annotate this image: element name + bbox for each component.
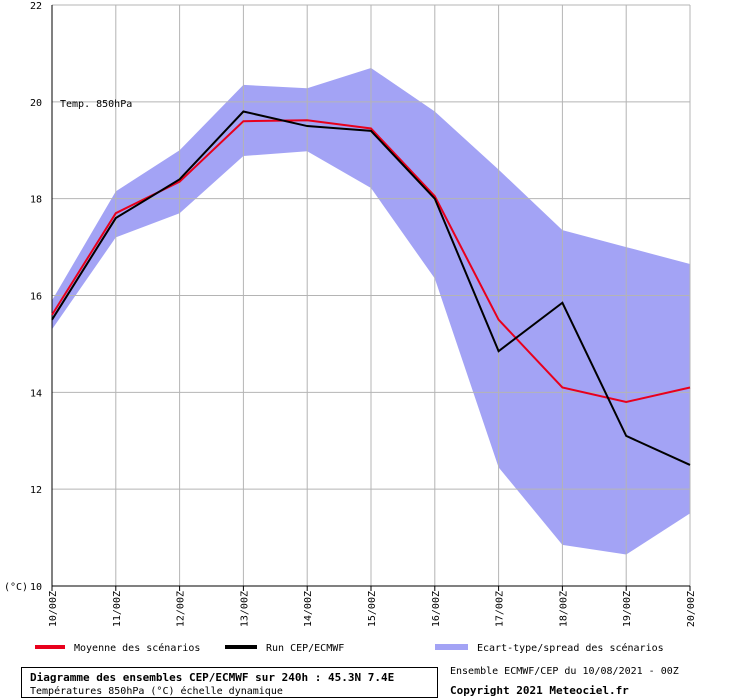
- footer-title: Diagramme des ensembles CEP/ECMWF sur 24…: [30, 671, 395, 684]
- series-lines-layer: [51, 110, 691, 466]
- x-tick-label: 20/00Z: [686, 591, 697, 627]
- y-tick-label: 14: [30, 388, 42, 399]
- x-tick-label: 12/00Z: [176, 591, 187, 627]
- footer-subtitle: Températures 850hPa (°C) échelle dynamiq…: [30, 686, 283, 697]
- x-tick-label: 18/00Z: [558, 591, 569, 627]
- y-axis-unit-label: (°C): [4, 582, 28, 593]
- footer-title-box: Diagramme des ensembles CEP/ECMWF sur 24…: [21, 667, 438, 698]
- y-tick-label: 12: [30, 485, 42, 496]
- footer-run-info: Ensemble ECMWF/CEP du 10/08/2021 - 00Z: [450, 666, 679, 677]
- series-line: [51, 110, 691, 466]
- y-tick-label: 22: [30, 1, 42, 12]
- x-tick-labels: 10/00Z 11/00Z 12/00Z 13/00Z 14/00Z 15/00Z 16/0…: [48, 591, 697, 627]
- y-tick-label: 18: [30, 195, 42, 206]
- y-tick-label: 10: [30, 582, 42, 593]
- y-tick-labels: 10 12 14 16 18 20 22: [30, 1, 42, 593]
- x-tick-label: 11/00Z: [112, 591, 123, 627]
- x-tick-label: 13/00Z: [239, 591, 250, 627]
- x-tick-label: 16/00Z: [431, 591, 442, 627]
- x-tick-label: 19/00Z: [622, 591, 633, 627]
- chart-annotation: Temp. 850hPa: [60, 99, 132, 110]
- x-tick-label: 17/00Z: [495, 591, 506, 627]
- grid-layer: [51, 4, 691, 591]
- spread-band-layer: [52, 67, 690, 555]
- x-tick-label: 14/00Z: [303, 591, 314, 627]
- footer-copyright: Copyright 2021 Meteociel.fr: [450, 684, 629, 697]
- legend-label: Ecart-type/spread des scénarios: [477, 642, 664, 654]
- legend-label: Run CEP/ECMWF: [266, 643, 344, 654]
- y-tick-label: 16: [30, 292, 42, 303]
- y-tick-label: 20: [30, 98, 42, 109]
- legend: Moyenne des scénarios Run CEP/ECMWF Ecart-…: [35, 642, 664, 654]
- x-tick-label: 10/00Z: [48, 591, 59, 627]
- spread-band: [52, 67, 690, 555]
- legend-label: Moyenne des scénarios: [74, 642, 200, 654]
- x-tick-label: 15/00Z: [367, 591, 378, 627]
